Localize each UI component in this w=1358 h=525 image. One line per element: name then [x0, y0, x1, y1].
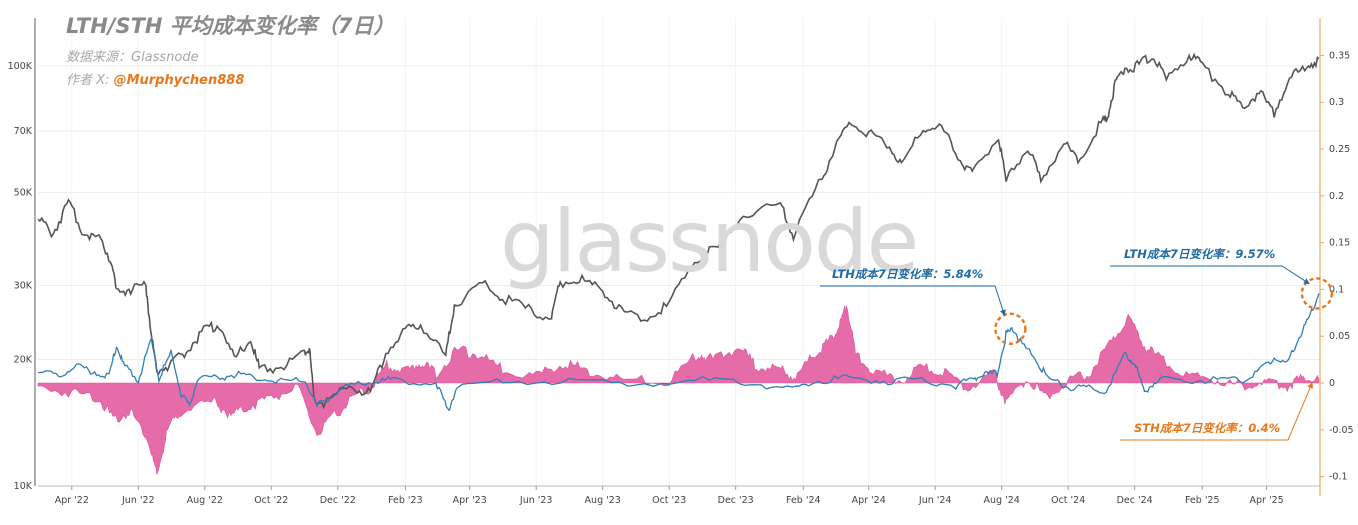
x-tick-label: Dec '24 — [1117, 495, 1153, 506]
highlight-circle-latest — [1300, 277, 1334, 310]
left-tick-label: 20K — [14, 355, 33, 366]
x-tick-label: Feb '25 — [1185, 495, 1220, 506]
lth-line — [37, 293, 1320, 412]
right-tick-label: 0.15 — [1329, 238, 1350, 249]
right-tick-label: 0.3 — [1329, 97, 1344, 108]
left-tick-label: 50K — [14, 187, 33, 198]
left-tick-label: 10K — [14, 481, 33, 492]
right-tick-label: 0.05 — [1329, 331, 1350, 342]
leader-sth-latest — [1120, 382, 1313, 441]
x-tick-label: Apr '24 — [852, 495, 886, 506]
chart-title: LTH/STH 平均成本变化率（7日） — [66, 14, 395, 38]
x-tick-label: Oct '22 — [254, 495, 288, 506]
right-tick-label: -0.1 — [1329, 472, 1348, 483]
author-prefix: 作者 X: — [66, 73, 110, 88]
source-label: 数据来源：Glassnode — [66, 50, 199, 65]
x-tick-label: Aug '24 — [984, 495, 1020, 506]
leader-lth-latest — [1110, 265, 1310, 285]
price-series — [37, 52, 1320, 410]
annotation-lth-latest: LTH成本7日变化率：9.57% — [1124, 247, 1276, 261]
author-line: 作者 X: @Murphychen888 — [66, 69, 244, 88]
lth-series — [37, 293, 1320, 412]
leader-aug24 — [820, 285, 1006, 316]
x-tick-label: Aug '23 — [585, 495, 621, 506]
sth-area — [37, 305, 1320, 475]
right-tick-label: 0.1 — [1329, 284, 1344, 295]
right-axis-ticks: -0.1 -0.05 0 0.05 0.1 0.15 0.2 0.25 0.3 0.35 — [1320, 50, 1354, 483]
gridlines — [38, 18, 1320, 487]
x-tick-label: Apr '22 — [55, 495, 89, 506]
highlight-circle-aug24 — [994, 312, 1027, 345]
x-tick-label: Jun '24 — [918, 495, 952, 506]
x-tick-label: Oct '24 — [1051, 495, 1085, 506]
left-axis-ticks: 10K 20K 30K 50K 70K 100K — [8, 61, 33, 492]
x-axis-ticks: Apr '22 Jun '22 Aug '22 Oct '22 Dec '22 Feb '… — [55, 486, 1284, 506]
x-tick-label: Apr '25 — [1250, 495, 1284, 506]
right-tick-label: 0.2 — [1329, 191, 1344, 202]
price-line — [37, 52, 1320, 410]
x-tick-label: Apr '23 — [453, 495, 487, 506]
axes — [34, 18, 1321, 496]
left-tick-label: 70K — [14, 126, 33, 137]
left-tick-label: 100K — [8, 61, 33, 72]
right-tick-label: -0.05 — [1329, 425, 1354, 436]
right-tick-label: 0 — [1329, 378, 1335, 389]
annotation-sth-latest: STH成本7日变化率：0.4% — [1134, 421, 1281, 435]
x-tick-label: Aug '22 — [187, 495, 223, 506]
x-tick-label: Jun '23 — [519, 495, 553, 506]
x-tick-label: Dec '23 — [718, 495, 754, 506]
sth-series — [37, 305, 1320, 475]
left-tick-label: 30K — [14, 281, 33, 292]
x-tick-label: Jun '22 — [121, 495, 155, 506]
x-tick-label: Dec '22 — [320, 495, 356, 506]
x-tick-label: Feb '23 — [388, 495, 423, 506]
x-tick-label: Feb '24 — [786, 495, 821, 506]
right-tick-label: 0.25 — [1329, 144, 1350, 155]
x-tick-label: Oct '23 — [652, 495, 686, 506]
right-tick-label: 0.35 — [1329, 50, 1350, 61]
annotation-lth-aug24: LTH成本7日变化率：5.84% — [832, 267, 984, 281]
watermark: glassnode — [500, 192, 919, 292]
annotation-marks — [820, 265, 1334, 441]
author-handle[interactable]: @Murphychen888 — [113, 73, 245, 88]
